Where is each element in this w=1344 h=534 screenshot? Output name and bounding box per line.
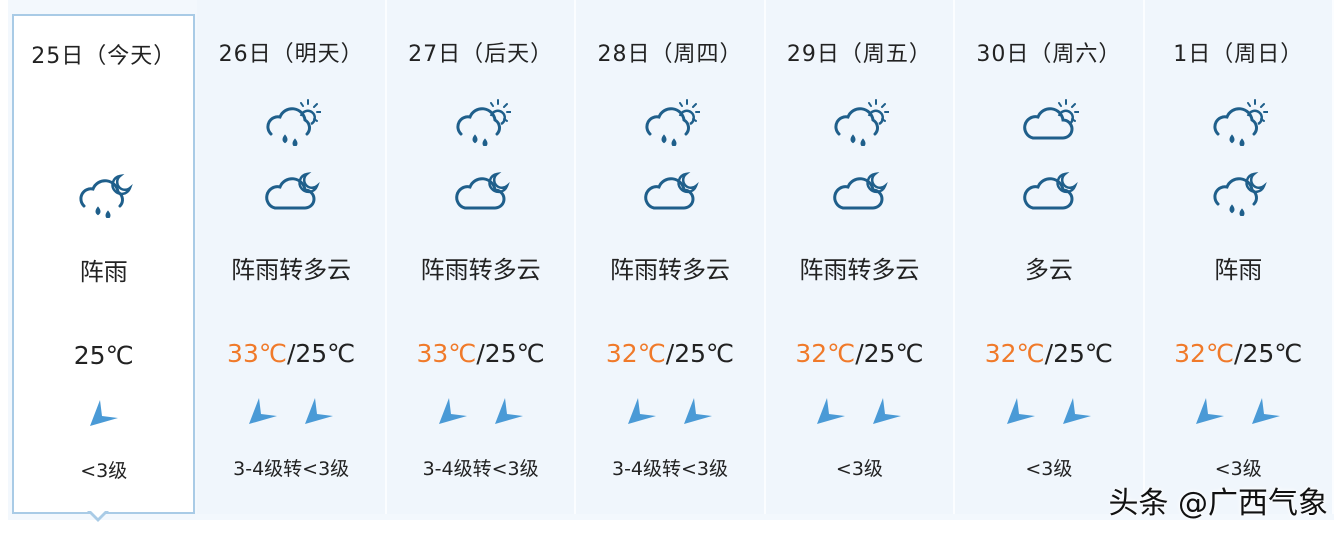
rain-sun-icon [640,94,700,146]
day-date: 25日（今天） [31,44,177,69]
weather-desc: 阵雨转多云 [799,256,920,284]
wind-direction-icon [1250,396,1282,426]
wind-level: <3级 [1025,458,1073,480]
low-temp: 25℃ [484,339,545,368]
weather-desc: 阵雨转多云 [420,256,541,284]
wind-direction-icon [1005,396,1037,426]
temperature: 32℃/25℃ [766,339,953,368]
temperature: 25℃ [14,341,193,370]
wind-direction-icon [1061,396,1093,426]
low-temp: 25℃ [674,339,735,368]
temp-separator: / [286,339,296,368]
cloud-moon-icon [829,164,889,216]
wind-direction-icon [88,398,120,428]
day-date: 1日（周日） [1173,42,1304,67]
low-temp: 25℃ [1242,339,1303,368]
temp-separator: / [476,339,485,368]
temp-separator: / [1044,339,1054,368]
high-temp: 32℃ [795,339,856,368]
wind-level: <3级 [1214,458,1262,480]
high-temp: 33℃ [416,339,477,368]
weather-desc: 多云 [1024,256,1073,284]
low-temp: 25℃ [1053,339,1113,368]
wind-direction-icon [682,396,714,426]
temperature: 32℃/25℃ [955,339,1142,368]
wind-level: 3-4级转<3级 [611,458,729,480]
wind-direction-icon [626,396,658,426]
temp-separator: / [665,339,675,368]
rain-sun-icon [261,94,321,146]
high-temp: 32℃ [984,339,1045,368]
cloud-moon-icon [1019,164,1079,216]
wind-direction-icon [303,396,335,426]
day-date: 26日（明天） [218,42,364,67]
forecast-strip: 25日（今天） 阵雨 25℃ <3级 26日（明天） 阵雨转多云 33℃/25℃ … [8,0,1334,520]
high-temp: 32℃ [1174,339,1235,368]
weather-desc: 阵雨转多云 [231,256,352,284]
wind-level: <3级 [80,460,128,482]
wind-direction-icon [815,396,847,426]
weather-desc: 阵雨 [1214,256,1263,284]
wind-icons [387,396,574,426]
day-date: 29日（周五） [786,42,932,67]
temp-separator: / [855,339,864,368]
rain-moon-icon [74,166,134,218]
wind-icons [766,396,953,426]
day-date: 27日（后天） [408,42,554,67]
temp-separator: / [1234,339,1243,368]
day-date: 30日（周六） [976,42,1122,67]
cloud-moon-icon [640,164,700,216]
wind-icons [955,396,1142,426]
watermark: 头条 @广西气象 [1108,486,1328,521]
wind-direction-icon [871,396,903,426]
wind-icons [576,396,763,426]
wind-level: 3-4级转<3级 [422,458,539,480]
rain-sun-icon [829,94,889,146]
high-temp: 32℃ [605,339,666,368]
rain-sun-icon [451,94,511,146]
wind-direction-icon [493,396,525,426]
cloud-moon-icon [451,164,511,216]
selected-day-pointer [87,509,109,522]
forecast-day-4[interactable]: 29日（周五） 阵雨转多云 32℃/25℃ <3级 [765,0,956,514]
cloud-sun-icon [1019,94,1079,146]
wind-direction-icon [247,396,279,426]
wind-direction-icon [1194,396,1226,426]
wind-direction-icon [437,396,469,426]
rain-moon-icon [1208,164,1268,216]
temperature: 33℃/25℃ [197,339,384,368]
forecast-day-3[interactable]: 28日（周四） 阵雨转多云 32℃/25℃ 3-4级转<3级 [576,0,766,514]
forecast-day-0[interactable]: 25日（今天） 阵雨 25℃ <3级 [12,14,196,514]
low-temp: 25℃ [295,339,356,368]
day-date: 28日（周四） [597,42,743,67]
forecast-day-6[interactable]: 1日（周日） 阵雨 32℃/25℃ <3级 [1144,0,1334,514]
weather-desc: 阵雨转多云 [610,256,730,284]
wind-level: <3级 [835,458,883,480]
forecast-day-1[interactable]: 26日（明天） 阵雨转多云 33℃/25℃ 3-4级转<3级 [197,0,387,514]
temperature: 32℃/25℃ [1145,339,1332,368]
weather-desc: 阵雨 [79,258,128,286]
temperature: 32℃/25℃ [576,339,763,368]
forecast-day-5[interactable]: 30日（周六） 多云 32℃/25℃ <3级 [955,0,1145,514]
cloud-moon-icon [261,164,321,216]
wind-icons [197,396,384,426]
forecast-day-2[interactable]: 27日（后天） 阵雨转多云 33℃/25℃ 3-4级转<3级 [386,0,577,514]
low-temp: 25℃ [73,341,134,370]
wind-icons [1145,396,1332,426]
low-temp: 25℃ [863,339,924,368]
wind-icons [14,398,193,428]
wind-level: 3-4级转<3级 [233,458,350,480]
rain-sun-icon [1208,94,1268,146]
high-temp: 33℃ [227,339,287,368]
temperature: 33℃/25℃ [387,339,574,368]
